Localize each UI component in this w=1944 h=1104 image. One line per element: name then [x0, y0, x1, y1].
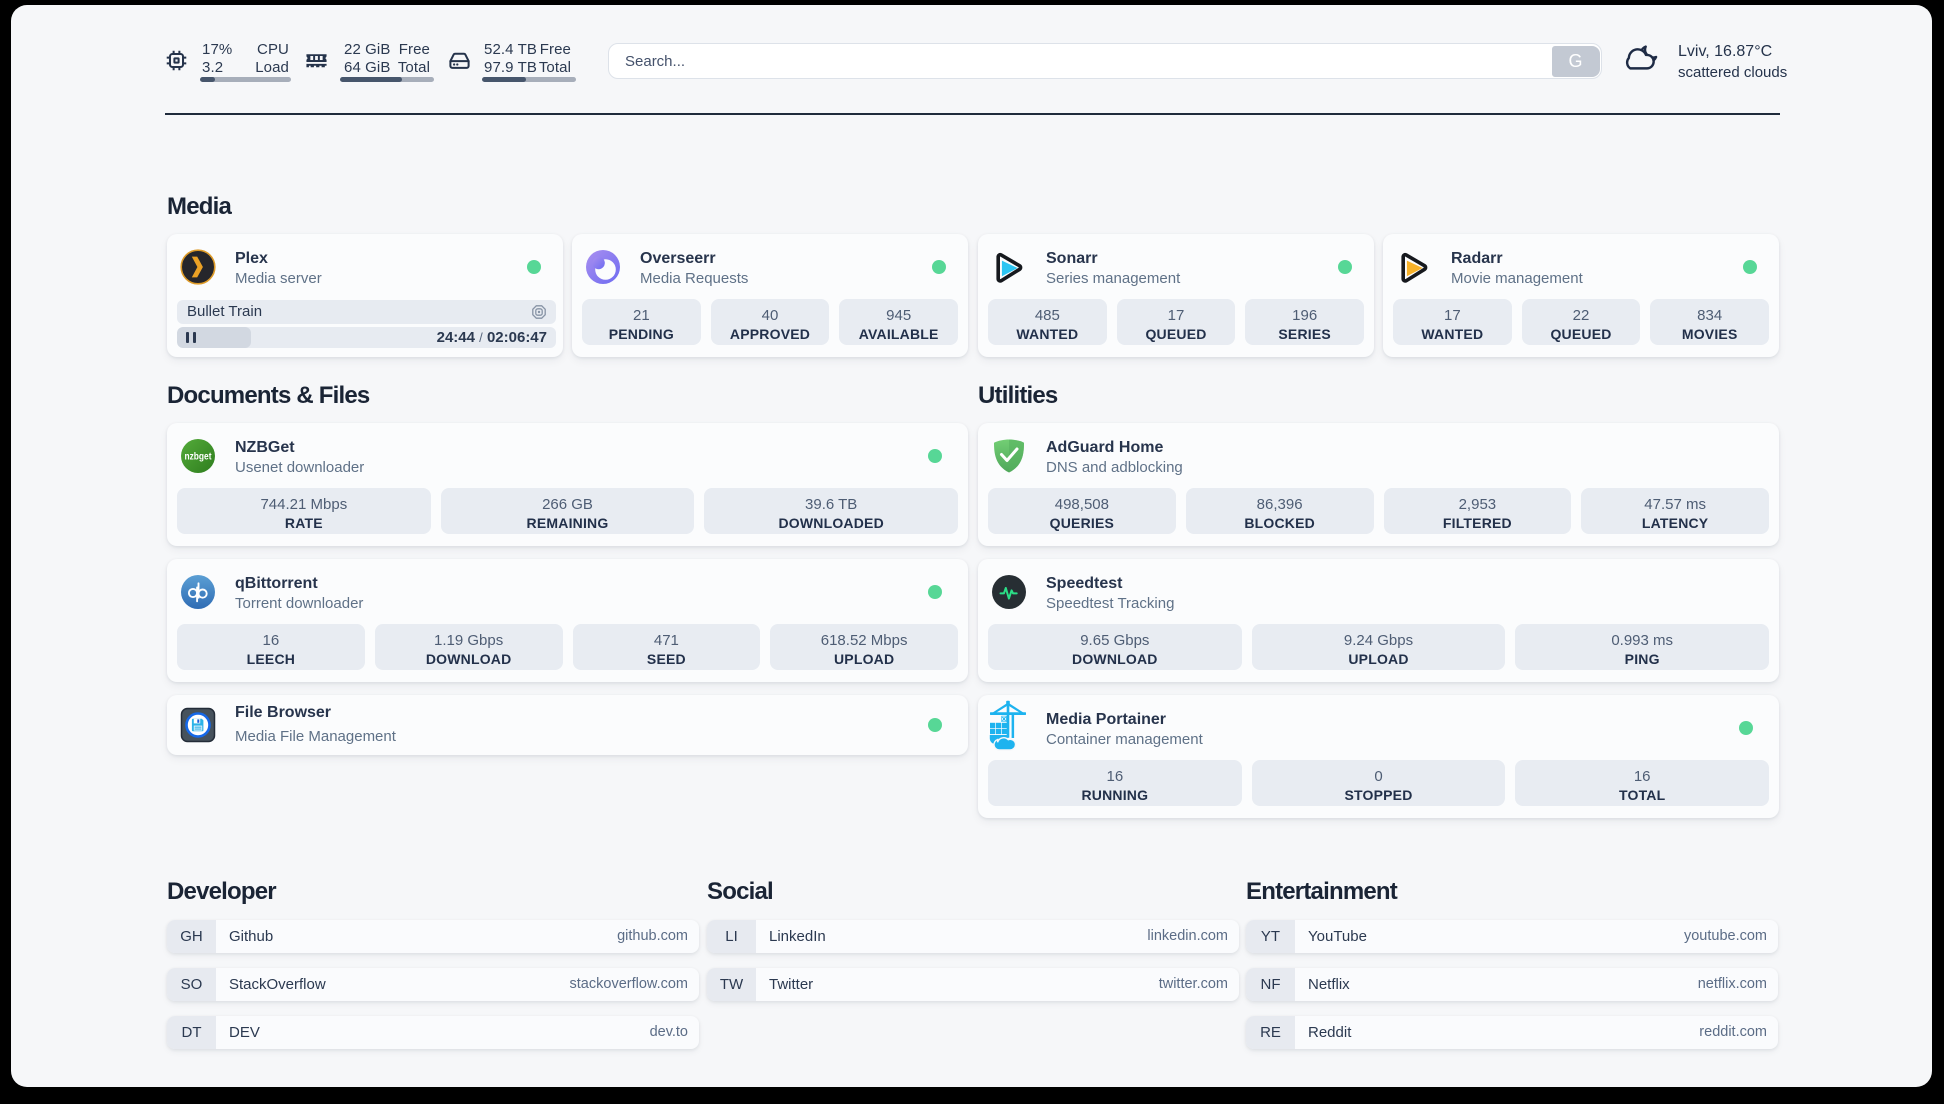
svg-text:nzbget: nzbget	[185, 452, 213, 463]
